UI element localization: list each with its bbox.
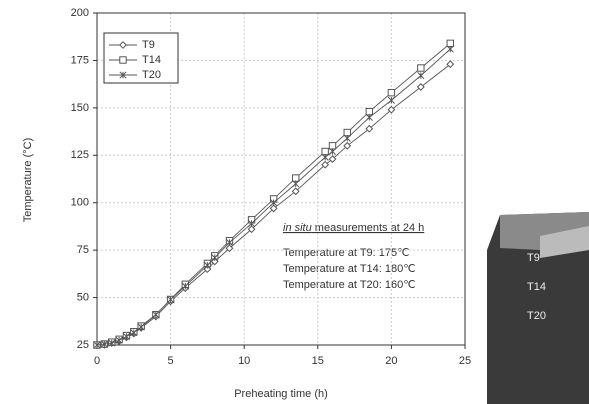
marker [293, 181, 299, 187]
x-tick-label: 10 [238, 355, 250, 367]
marker [120, 57, 126, 63]
y-tick-label: 25 [77, 339, 89, 351]
x-tick-label: 20 [385, 355, 397, 367]
legend-label: T9 [142, 39, 155, 51]
marker [388, 97, 394, 103]
marker [344, 135, 350, 141]
x-tick-label: 5 [168, 355, 174, 367]
annotation-heading: in situ measurements at 24 h [283, 222, 424, 234]
x-tick-label: 15 [312, 355, 324, 367]
annotation-italic: in situ [283, 222, 312, 234]
x-axis-label: Preheating time (h) [234, 388, 328, 400]
marker [418, 72, 424, 78]
annotation-line: Temperature at T20: 160℃ [283, 279, 416, 291]
inset-label: T9 [527, 252, 540, 264]
legend-label: T14 [142, 54, 161, 66]
y-tick-label: 100 [71, 197, 89, 209]
y-tick-label: 75 [77, 244, 89, 256]
annotation-line: Temperature at T14: 180℃ [283, 263, 416, 275]
marker [322, 154, 328, 160]
marker [366, 108, 372, 114]
inset-label: T20 [527, 310, 546, 322]
inset-label: T14 [527, 281, 546, 293]
chart: Temperature (°C) Preheating time (h) in … [0, 0, 589, 404]
marker [329, 148, 335, 154]
annotation-line: Temperature at T9: 175℃ [283, 247, 410, 259]
marker [329, 143, 335, 149]
marker [344, 129, 350, 135]
marker [447, 40, 453, 46]
y-tick-label: 150 [71, 102, 89, 114]
marker [270, 200, 276, 206]
marker [366, 114, 372, 120]
marker [248, 220, 254, 226]
marker [293, 175, 299, 181]
y-tick-label: 175 [71, 54, 89, 66]
y-axis-label: Temperature (°C) [22, 138, 34, 222]
marker [447, 46, 453, 52]
x-tick-label: 25 [459, 355, 471, 367]
marker [418, 65, 424, 71]
x-tick-label: 0 [94, 355, 100, 367]
marker [388, 89, 394, 95]
marker [322, 148, 328, 154]
inset-image: T9 T14 T20 [487, 212, 589, 404]
y-tick-label: 50 [77, 291, 89, 303]
series-line [97, 43, 450, 345]
y-tick-label: 125 [71, 149, 89, 161]
legend-label: T20 [142, 69, 161, 81]
annotation-rest: measurements at 24 h [312, 222, 425, 234]
y-tick-label: 200 [71, 7, 89, 19]
